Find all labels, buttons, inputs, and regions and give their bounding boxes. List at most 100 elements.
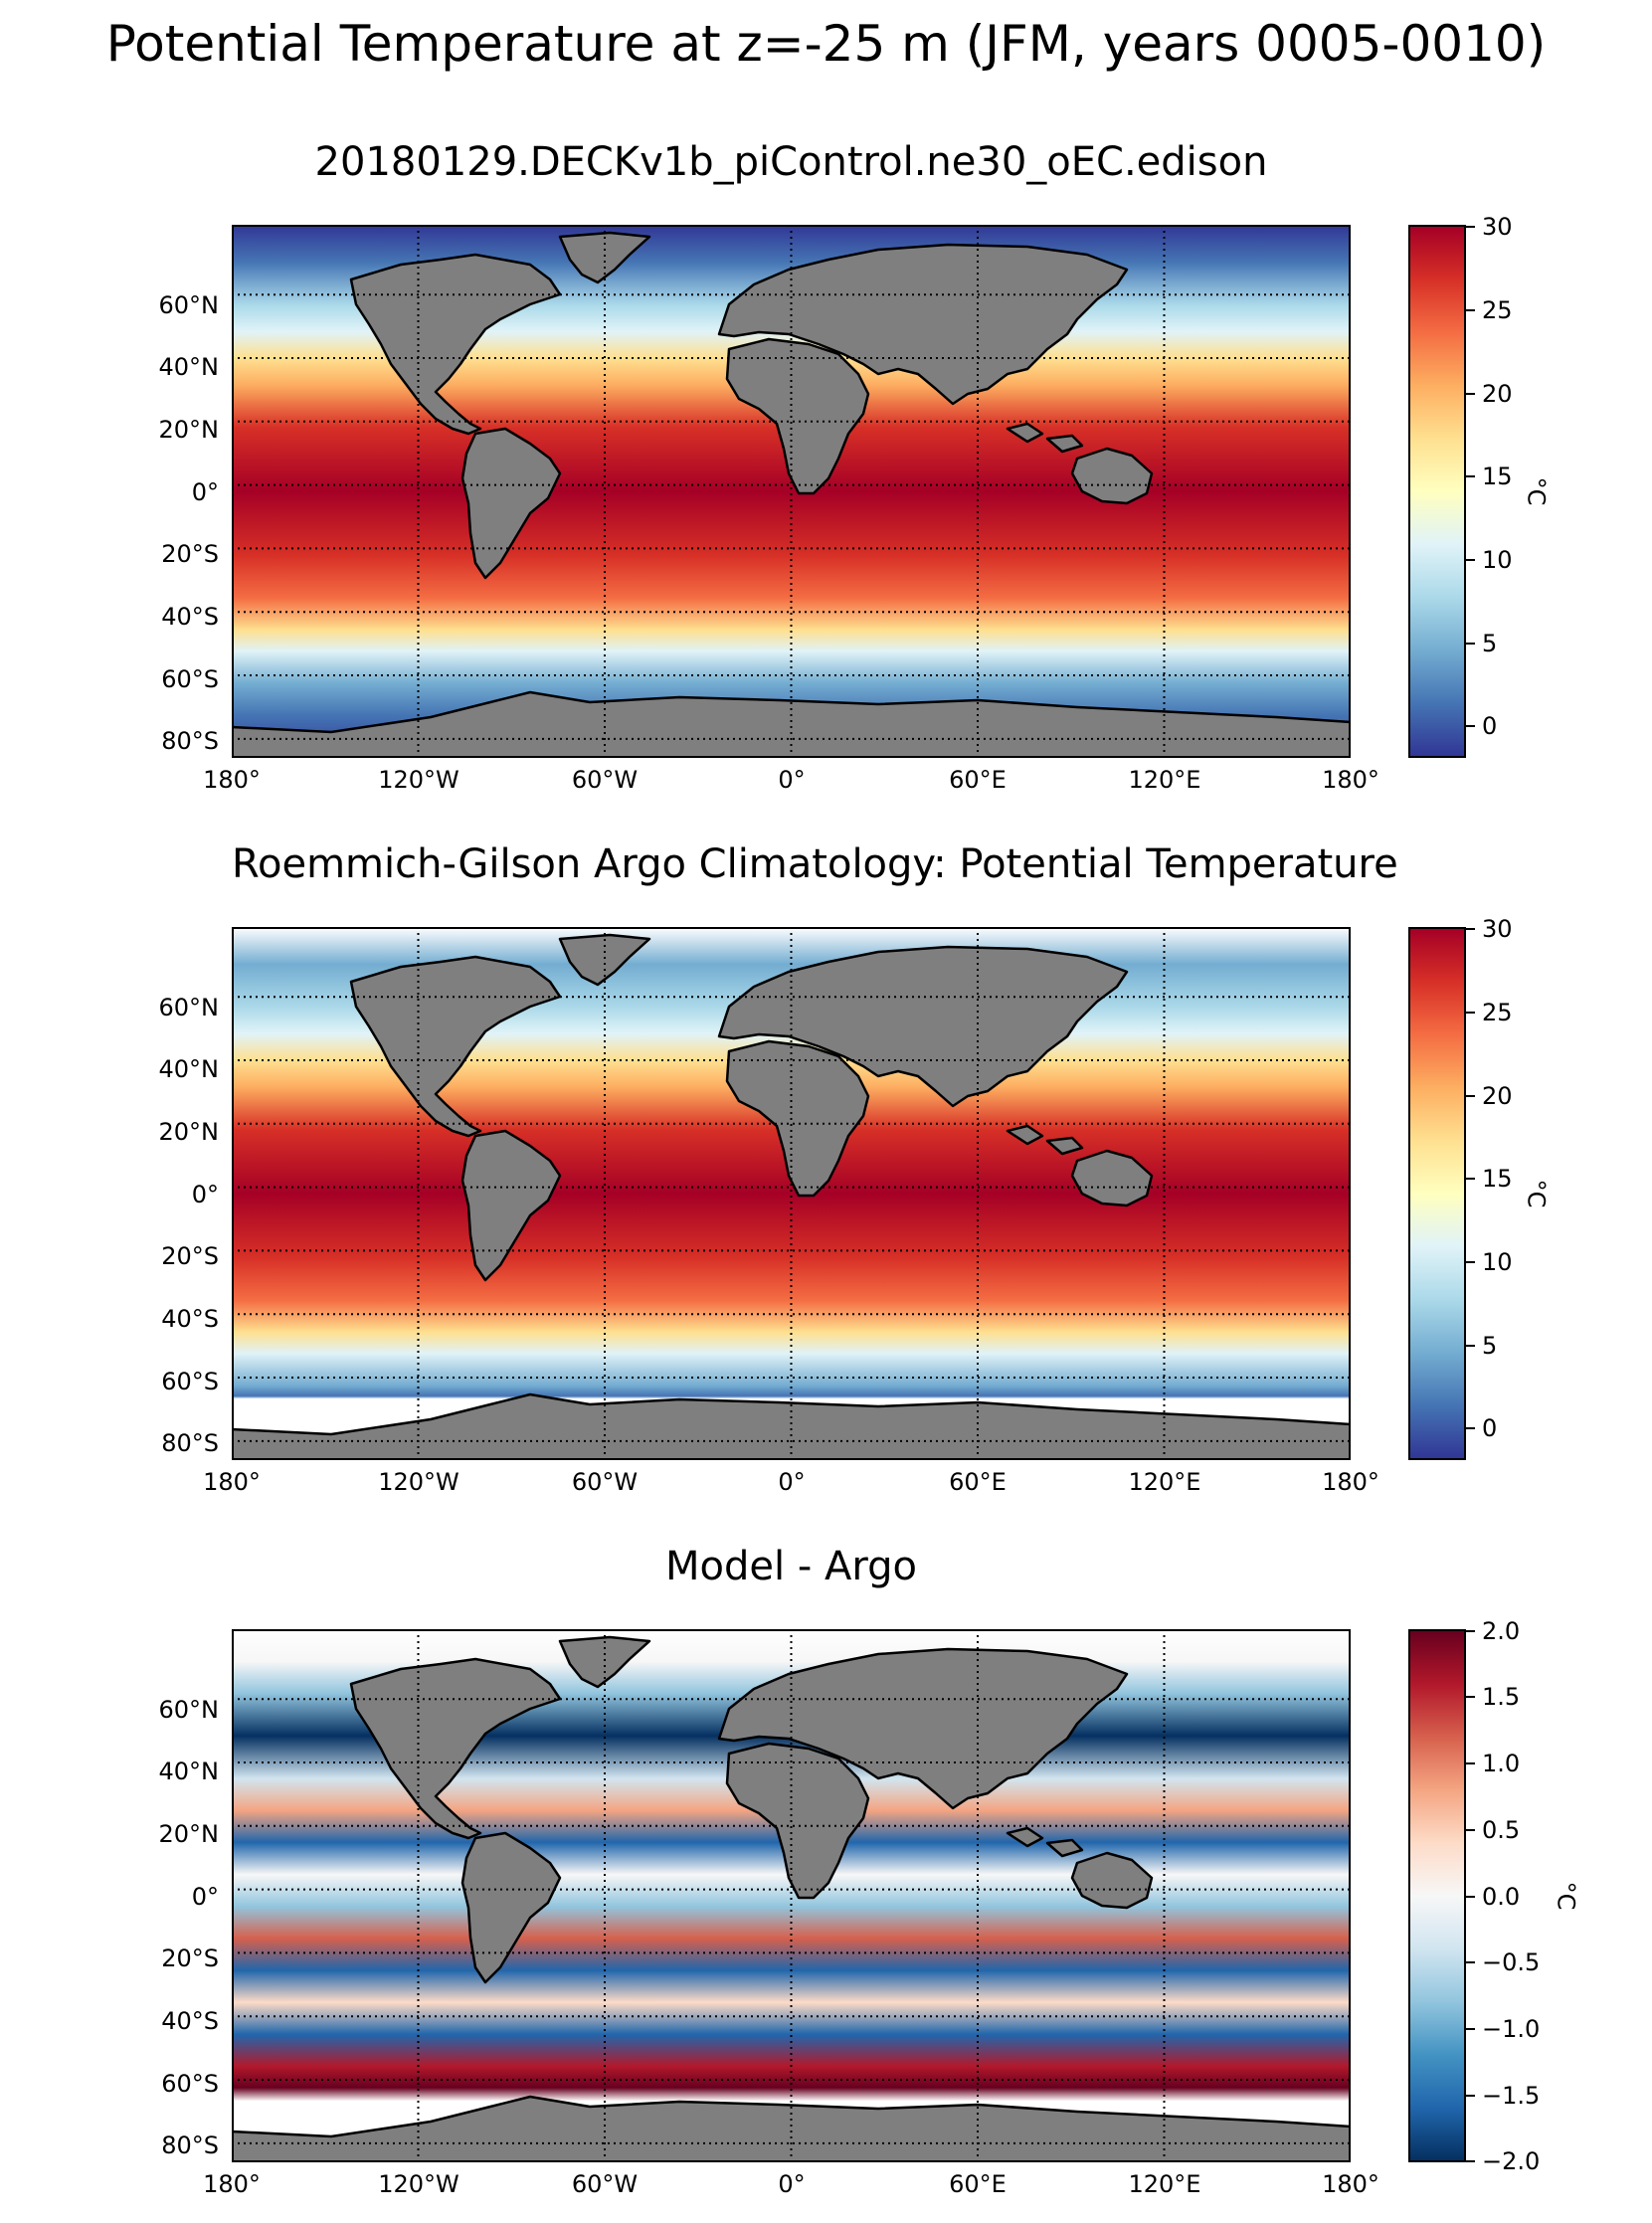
land-mass — [460, 1831, 562, 1984]
land-mass — [1070, 447, 1154, 505]
cb1-tick-label: 0 — [1482, 712, 1498, 740]
lat-label-60s: 60°S — [161, 665, 219, 693]
cb1-tick-mark — [1466, 643, 1475, 645]
lon-label-180e: 180° — [1322, 766, 1379, 794]
lon-label-120e: 120°E — [1128, 766, 1201, 794]
cb2-tick-label: 30 — [1482, 915, 1513, 943]
lon-label-180w: 180° — [203, 766, 261, 794]
land-mass — [1045, 1838, 1084, 1858]
lat-label-60s: 60°S — [161, 1368, 219, 1395]
lat-label-20s: 20°S — [161, 1242, 219, 1270]
cb3-tick-label: 2.0 — [1482, 1617, 1521, 1645]
map-frame — [232, 225, 1351, 758]
lat-label-80s: 80°S — [161, 1429, 219, 1457]
land-mass — [1070, 1149, 1154, 1207]
lat-label-60n: 60°N — [158, 1696, 220, 1724]
cb3-tick-label: −1.0 — [1482, 2015, 1541, 2043]
lon-label-0: 0° — [778, 2170, 806, 2198]
cb3-tick-label: −2.0 — [1482, 2147, 1541, 2175]
panel-2-title: Roemmich-Gilson Argo Climatology: Potent… — [232, 841, 1398, 887]
land-mass — [725, 337, 870, 495]
cb2-tick-label: 5 — [1482, 1332, 1498, 1360]
lon-label-120w: 120°W — [378, 766, 459, 794]
cb1-tick-label: 20 — [1482, 380, 1513, 408]
cb3-tick-mark — [1466, 2028, 1475, 2030]
land-mass — [1006, 422, 1044, 444]
cb1-tick-label: 5 — [1482, 630, 1498, 657]
cb2-tick-mark — [1466, 1261, 1475, 1263]
land-mass — [717, 243, 1129, 406]
land-mass — [460, 1129, 562, 1282]
cb3-tick-mark — [1466, 1630, 1475, 1632]
lat-label-60n: 60°N — [158, 994, 220, 1021]
lat-label-20n: 20°N — [158, 416, 220, 444]
cb3-tick-label: 1.0 — [1482, 1750, 1521, 1777]
lat-label-40n: 40°N — [158, 1758, 220, 1785]
land-mass — [558, 933, 651, 987]
cb3-tick-mark — [1466, 1696, 1475, 1698]
lon-label-60e: 60°E — [949, 1468, 1007, 1496]
panel-1-colorbar — [1408, 225, 1466, 758]
lon-label-0: 0° — [778, 1468, 806, 1496]
lat-label-40n: 40°N — [158, 353, 220, 381]
lat-label-40s: 40°S — [161, 2007, 219, 2035]
lat-label-20s: 20°S — [161, 540, 219, 568]
land-mass — [725, 1039, 870, 1198]
cb2-tick-mark — [1466, 1178, 1475, 1180]
cb1-tick-label: 30 — [1482, 213, 1513, 241]
cb3-tick-mark — [1466, 2095, 1475, 2097]
cb2-tick-label: 10 — [1482, 1248, 1513, 1276]
figure-title: Potential Temperature at z=-25 m (JFM, y… — [105, 15, 1547, 73]
cb1-tick-mark — [1466, 475, 1475, 477]
lat-label-80s: 80°S — [161, 727, 219, 755]
cb2-tick-mark — [1466, 1095, 1475, 1097]
cb3-tick-mark — [1466, 2160, 1475, 2162]
cb2-tick-mark — [1466, 1345, 1475, 1347]
lon-label-180e: 180° — [1322, 1468, 1379, 1496]
cb3-tick-label: −1.5 — [1482, 2082, 1541, 2110]
cb3-tick-mark — [1466, 1961, 1475, 1963]
land-mass — [232, 2095, 1351, 2162]
cb2-unit-label: °C — [1522, 1179, 1551, 1208]
cb3-unit-label: °C — [1552, 1881, 1580, 1911]
lat-label-0: 0° — [191, 1181, 219, 1208]
cb2-tick-label: 20 — [1482, 1082, 1513, 1110]
lat-label-20n: 20°N — [158, 1820, 220, 1848]
land-mass — [232, 690, 1351, 758]
cb1-tick-mark — [1466, 309, 1475, 311]
lon-label-120w: 120°W — [378, 1468, 459, 1496]
land-mass — [1045, 434, 1084, 454]
lat-label-0: 0° — [191, 1883, 219, 1911]
cb1-tick-label: 15 — [1482, 463, 1513, 490]
cb3-tick-label: 0.0 — [1482, 1883, 1521, 1911]
lat-label-60n: 60°N — [158, 291, 220, 319]
land-mass — [460, 427, 562, 580]
lat-label-80s: 80°S — [161, 2131, 219, 2159]
lon-label-120e: 120°E — [1128, 2170, 1201, 2198]
cb3-tick-label: −0.5 — [1482, 1948, 1541, 1976]
cb2-tick-mark — [1466, 1012, 1475, 1014]
lat-label-40s: 40°S — [161, 603, 219, 631]
land-mass — [349, 253, 562, 436]
lon-label-120e: 120°E — [1128, 1468, 1201, 1496]
lon-label-60w: 60°W — [571, 1468, 639, 1496]
lon-label-180w: 180° — [203, 1468, 261, 1496]
land-mass — [232, 1392, 1351, 1460]
lat-label-40s: 40°S — [161, 1305, 219, 1333]
lat-label-20n: 20°N — [158, 1118, 220, 1146]
cb3-tick-label: 1.5 — [1482, 1683, 1521, 1711]
cb2-tick-mark — [1466, 1427, 1475, 1429]
lat-label-60s: 60°S — [161, 2070, 219, 2098]
lon-label-60w: 60°W — [571, 2170, 639, 2198]
panel-3-colorbar — [1408, 1629, 1466, 2162]
land-mass — [1006, 1826, 1044, 1848]
lon-label-180e: 180° — [1322, 2170, 1379, 2198]
cb1-tick-label: 25 — [1482, 296, 1513, 324]
cb2-tick-label: 25 — [1482, 999, 1513, 1026]
panel-1-map — [232, 225, 1351, 758]
land-mass — [349, 955, 562, 1138]
cb3-tick-mark — [1466, 1829, 1475, 1831]
cb2-tick-label: 15 — [1482, 1165, 1513, 1193]
land-mass — [725, 1742, 870, 1900]
cb3-tick-label: 0.5 — [1482, 1816, 1521, 1844]
